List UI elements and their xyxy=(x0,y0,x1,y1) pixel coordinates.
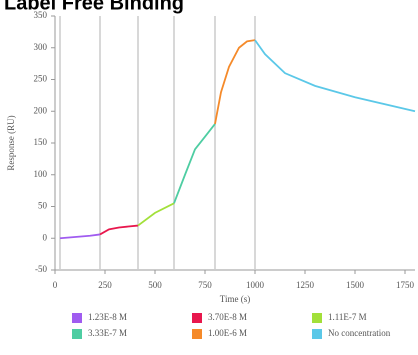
series-line xyxy=(99,224,139,236)
x-tick-label: 750 xyxy=(198,280,212,290)
legend-swatch xyxy=(192,329,202,339)
y-tick-label: 150 xyxy=(34,137,48,147)
legend-label: No concentration xyxy=(328,328,391,338)
legend-swatch xyxy=(312,329,322,339)
series-line xyxy=(214,39,256,125)
series-line xyxy=(137,202,175,227)
x-axis-label: Time (s) xyxy=(220,294,250,304)
x-tick-label: 1000 xyxy=(246,280,265,290)
legend-label: 3.70E-8 M xyxy=(208,312,247,322)
y-tick-label: 200 xyxy=(34,105,48,115)
legend-swatch xyxy=(312,313,322,323)
x-tick-label: 500 xyxy=(148,280,162,290)
x-tick-label: 1750 xyxy=(396,280,415,290)
y-tick-label: 100 xyxy=(34,169,48,179)
x-tick-label: 1500 xyxy=(346,280,365,290)
legend-label: 1.23E-8 M xyxy=(88,312,127,322)
x-tick-label: 0 xyxy=(53,280,58,290)
legend-label: 3.33E-7 M xyxy=(88,328,127,338)
legend-swatch xyxy=(72,329,82,339)
series-line xyxy=(254,39,416,113)
series-line xyxy=(59,233,101,240)
legend-swatch xyxy=(72,313,82,323)
y-tick-label: 250 xyxy=(34,74,48,84)
y-tick-label: 350 xyxy=(34,10,48,20)
y-tick-label: 50 xyxy=(38,201,48,211)
legend-label: 1.11E-7 M xyxy=(328,312,367,322)
chart-title: Label Free Binding xyxy=(4,0,184,14)
x-tick-label: 250 xyxy=(98,280,112,290)
y-axis-label: Response (RU) xyxy=(6,115,16,170)
legend-label: 1.00E-6 M xyxy=(208,328,247,338)
y-tick-label: 0 xyxy=(43,232,48,242)
y-tick-label: 300 xyxy=(34,42,48,52)
series-line xyxy=(173,123,216,204)
y-tick-label: -50 xyxy=(35,264,47,274)
legend-swatch xyxy=(192,313,202,323)
x-tick-label: 1250 xyxy=(296,280,315,290)
